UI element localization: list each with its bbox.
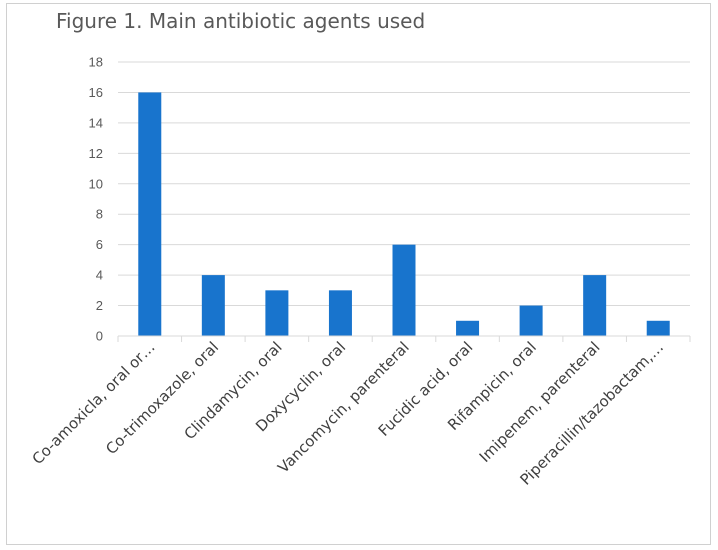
y-tick-label: 6 [96, 237, 103, 252]
bars [138, 92, 670, 336]
bar [138, 92, 162, 336]
bar [456, 320, 480, 336]
y-tick-label: 2 [96, 298, 103, 313]
bar [646, 320, 670, 336]
bar [392, 244, 416, 336]
x-tick-label: Imipenem, parenteral [476, 338, 604, 466]
bar [519, 305, 543, 336]
bar [201, 275, 225, 336]
y-tick-label: 18 [89, 55, 103, 70]
x-axis [117, 335, 691, 342]
bar [328, 290, 352, 336]
x-tick-label: Co-amoxicla, oral or… [29, 338, 159, 468]
y-axis-ticks: 0 2 4 6 8 10 12 14 16 18 [89, 55, 103, 344]
chart-title: Figure 1. Main antibiotic agents used [56, 9, 426, 33]
y-tick-label: 0 [96, 329, 103, 344]
bar [583, 275, 607, 336]
x-tick-label: Co-trimoxazole, oral [102, 338, 222, 458]
y-tick-label: 16 [89, 85, 103, 100]
y-tick-label: 12 [89, 146, 103, 161]
x-tick-label: Vancomycin, parenteral [274, 338, 413, 477]
y-tick-label: 10 [89, 176, 103, 191]
y-tick-label: 14 [89, 115, 103, 130]
y-tick-label: 4 [96, 268, 103, 283]
y-tick-label: 8 [96, 207, 103, 222]
bar [265, 290, 289, 336]
x-axis-labels: Co-amoxicla, oral or…Co-trimoxazole, ora… [29, 338, 667, 489]
chart-frame [6, 3, 711, 545]
